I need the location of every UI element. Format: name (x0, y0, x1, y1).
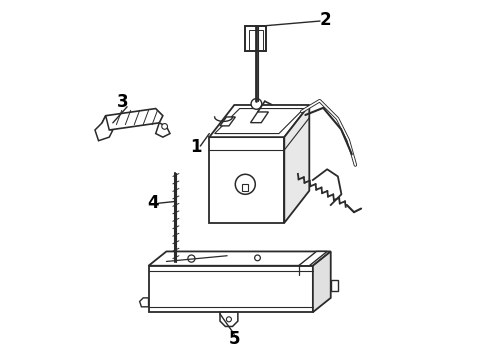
Polygon shape (148, 251, 331, 266)
Polygon shape (156, 123, 170, 137)
Text: 5: 5 (229, 330, 241, 348)
Polygon shape (250, 112, 269, 123)
Polygon shape (220, 312, 238, 327)
Polygon shape (209, 137, 284, 223)
Bar (248, 30, 263, 50)
Bar (170, 262, 181, 266)
Text: 2: 2 (319, 11, 331, 29)
Bar (243, 184, 248, 191)
Polygon shape (220, 117, 235, 126)
Polygon shape (95, 116, 113, 141)
Text: 4: 4 (147, 194, 159, 212)
Circle shape (226, 317, 231, 322)
Polygon shape (284, 105, 309, 223)
Circle shape (251, 99, 262, 109)
Text: 1: 1 (190, 138, 201, 156)
Circle shape (162, 123, 168, 129)
Polygon shape (313, 251, 331, 312)
Circle shape (188, 255, 195, 262)
Polygon shape (148, 266, 313, 312)
Polygon shape (102, 109, 163, 130)
Polygon shape (209, 105, 309, 137)
Text: 3: 3 (117, 93, 129, 111)
Polygon shape (140, 298, 148, 307)
Polygon shape (215, 109, 304, 134)
Polygon shape (331, 280, 338, 291)
Polygon shape (298, 251, 327, 266)
Circle shape (235, 174, 255, 194)
Bar (245, 26, 267, 51)
Circle shape (255, 255, 260, 261)
